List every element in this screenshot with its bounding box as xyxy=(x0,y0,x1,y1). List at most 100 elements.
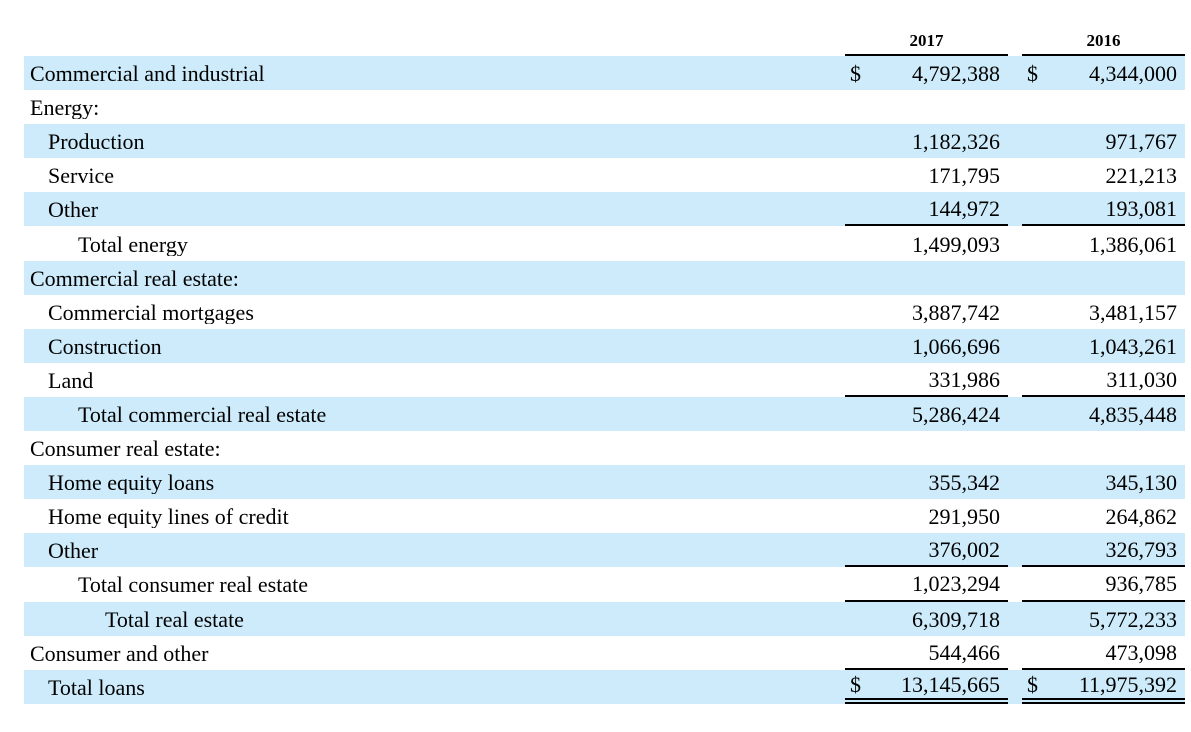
value-cell-2016: 1,386,061 xyxy=(1022,226,1185,260)
table-row: Commercial mortgages 3,887,742 3,481,157 xyxy=(24,295,1185,329)
row-label: Commercial and industrial xyxy=(30,61,265,86)
column-gap xyxy=(1008,533,1022,567)
value-cell-2017: 1,066,696 xyxy=(845,329,1008,363)
row-label: Total energy xyxy=(78,231,188,256)
value-cell-2016: 3,481,157 xyxy=(1022,295,1185,329)
value-cell-2016 xyxy=(1022,261,1185,295)
value-cell-2017 xyxy=(845,90,1008,124)
row-label: Commercial real estate: xyxy=(30,265,239,290)
value-cell-2016: 326,793 xyxy=(1022,533,1185,568)
row-label: Consumer real estate: xyxy=(30,436,221,461)
table-row: Total energy 1,499,093 1,386,061 xyxy=(24,226,1185,260)
value-cell-2017: 1,023,294 xyxy=(845,567,1008,602)
value-cell-2016: 264,862 xyxy=(1022,499,1185,533)
column-gap xyxy=(1008,465,1022,499)
dollar-sign: $ xyxy=(1027,61,1038,87)
column-gap xyxy=(1008,397,1022,431)
table-row: Total commercial real estate 5,286,424 4… xyxy=(24,396,1185,432)
cell-value: 4,835,448 xyxy=(1089,401,1177,427)
row-label: Production xyxy=(48,129,145,154)
value-cell-2016: 193,081 xyxy=(1022,192,1185,227)
value-cell-2017: 171,795 xyxy=(845,158,1008,192)
table-row: Other 376,002 326,793 xyxy=(24,533,1185,568)
value-cell-2017: 331,986 xyxy=(845,363,1008,397)
column-gap xyxy=(1008,567,1022,601)
value-cell-2016: 345,130 xyxy=(1022,465,1185,499)
value-cell-2017: 1,182,326 xyxy=(845,124,1008,158)
value-cell-2016 xyxy=(1022,90,1185,124)
dollar-sign: $ xyxy=(850,61,861,87)
table-row: Home equity lines of credit 291,950 264,… xyxy=(24,499,1185,533)
value-cell-2016 xyxy=(1022,431,1185,465)
value-cell-2017: 5,286,424 xyxy=(845,397,1008,431)
column-gap xyxy=(1008,124,1022,158)
dollar-sign: $ xyxy=(850,671,861,697)
column-gap xyxy=(1008,602,1022,636)
row-label: Service xyxy=(48,163,114,188)
table-row: Commercial real estate: xyxy=(24,260,1185,295)
table-body: Commercial and industrial $ 4,792,388 $ … xyxy=(0,56,1191,704)
row-label: Total real estate xyxy=(105,606,244,631)
value-cell-2017: 355,342 xyxy=(845,465,1008,499)
loans-by-category-table: 2017 2016 Commercial and industrial $ 4,… xyxy=(0,0,1191,704)
table-row: Consumer real estate: xyxy=(24,431,1185,465)
value-cell-2016: $ 4,344,000 xyxy=(1022,56,1185,90)
cell-value: 3,887,742 xyxy=(912,299,1000,325)
row-label: Construction xyxy=(48,333,162,358)
column-gap xyxy=(1008,295,1022,329)
value-cell-2017: 291,950 xyxy=(845,499,1008,533)
value-cell-2016: 221,213 xyxy=(1022,158,1185,192)
column-gap xyxy=(1008,636,1022,670)
cell-value: 1,182,326 xyxy=(912,129,1000,155)
row-label: Energy: xyxy=(30,95,100,120)
row-label: Land xyxy=(48,367,94,392)
row-label: Other xyxy=(48,538,99,563)
column-gap xyxy=(1008,192,1022,226)
value-cell-2016: 971,767 xyxy=(1022,124,1185,158)
cell-value: 144,972 xyxy=(928,196,1001,222)
row-label: Commercial mortgages xyxy=(48,299,254,324)
table-row: Energy: xyxy=(24,90,1185,124)
column-header-2016: 2016 xyxy=(1022,31,1185,56)
table-row: Total loans $ 13,145,665 $ 11,975,392 xyxy=(24,669,1185,704)
column-gap xyxy=(1008,158,1022,192)
value-cell-2017: 544,466 xyxy=(845,636,1008,670)
value-cell-2017 xyxy=(845,431,1008,465)
cell-value: 1,386,061 xyxy=(1089,231,1177,257)
cell-value: 5,286,424 xyxy=(912,401,1000,427)
value-cell-2017: 3,887,742 xyxy=(845,295,1008,329)
cell-value: 1,066,696 xyxy=(912,333,1000,359)
row-label: Home equity loans xyxy=(48,470,215,495)
column-gap xyxy=(1008,499,1022,533)
table-row: Home equity loans 355,342 345,130 xyxy=(24,465,1185,500)
value-cell-2016: 311,030 xyxy=(1022,363,1185,397)
value-cell-2016: 1,043,261 xyxy=(1022,329,1185,363)
cell-value: 376,002 xyxy=(928,537,1001,563)
table-row: Total real estate 6,309,718 5,772,233 xyxy=(24,601,1185,636)
column-gap xyxy=(1008,670,1022,704)
column-gap xyxy=(1008,226,1022,260)
cell-value: 311,030 xyxy=(1106,366,1177,392)
cell-value: 4,344,000 xyxy=(1089,61,1177,87)
row-label: Total loans xyxy=(48,674,145,699)
column-header-2017: 2017 xyxy=(845,31,1008,56)
value-cell-2016: $ 11,975,392 xyxy=(1022,670,1185,704)
cell-value: 4,792,388 xyxy=(912,61,1000,87)
value-cell-2016: 5,772,233 xyxy=(1022,602,1185,636)
cell-value: 6,309,718 xyxy=(912,606,1000,632)
table-row: Other 144,972 193,081 xyxy=(24,192,1185,227)
column-gap xyxy=(1008,363,1022,397)
column-gap xyxy=(1008,431,1022,465)
cell-value: 11,975,392 xyxy=(1078,671,1177,697)
table-row: Commercial and industrial $ 4,792,388 $ … xyxy=(24,56,1185,91)
column-gap xyxy=(1008,56,1022,90)
value-cell-2016: 4,835,448 xyxy=(1022,397,1185,431)
cell-value: 1,499,093 xyxy=(912,231,1000,257)
cell-value: 345,130 xyxy=(1105,470,1178,496)
table-header-row: 2017 2016 xyxy=(0,0,1191,56)
value-cell-2016: 473,098 xyxy=(1022,636,1185,670)
column-gap xyxy=(1008,329,1022,363)
cell-value: 1,043,261 xyxy=(1089,333,1177,359)
cell-value: 264,862 xyxy=(1105,504,1178,530)
